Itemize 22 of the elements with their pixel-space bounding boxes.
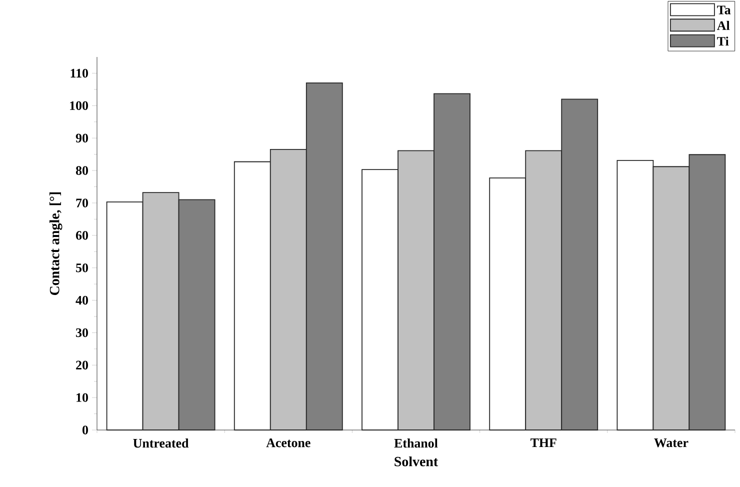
x-axis-title: Solvent — [394, 456, 438, 466]
x-tick-label: THF — [530, 438, 556, 447]
y-tick-label: 110 — [70, 68, 88, 78]
y-tick-label: 50 — [76, 263, 88, 272]
y-tick-label: 20 — [76, 360, 88, 370]
legend-label: Ta — [717, 6, 731, 14]
y-tick-label: 100 — [70, 101, 88, 110]
legend-label: Al — [717, 20, 730, 30]
x-tick-label: Acetone — [266, 438, 310, 448]
x-tick-label: Untreated — [133, 438, 189, 448]
x-tick-label: Water — [654, 438, 688, 448]
y-tick-label: 70 — [76, 198, 88, 208]
x-tick-label: Ethanol — [394, 438, 438, 448]
y-axis-title: Contact angle, [°] — [49, 192, 62, 295]
y-tick-label: 30 — [76, 328, 88, 338]
y-tick-label: 80 — [76, 166, 88, 175]
y-tick-label: 60 — [76, 231, 88, 240]
y-tick-label: 0 — [82, 426, 88, 434]
y-tick-label: 90 — [76, 134, 88, 142]
legend-label: Ti — [717, 36, 729, 46]
y-tick-label: 40 — [76, 296, 88, 305]
y-tick-label: 10 — [76, 393, 88, 402]
